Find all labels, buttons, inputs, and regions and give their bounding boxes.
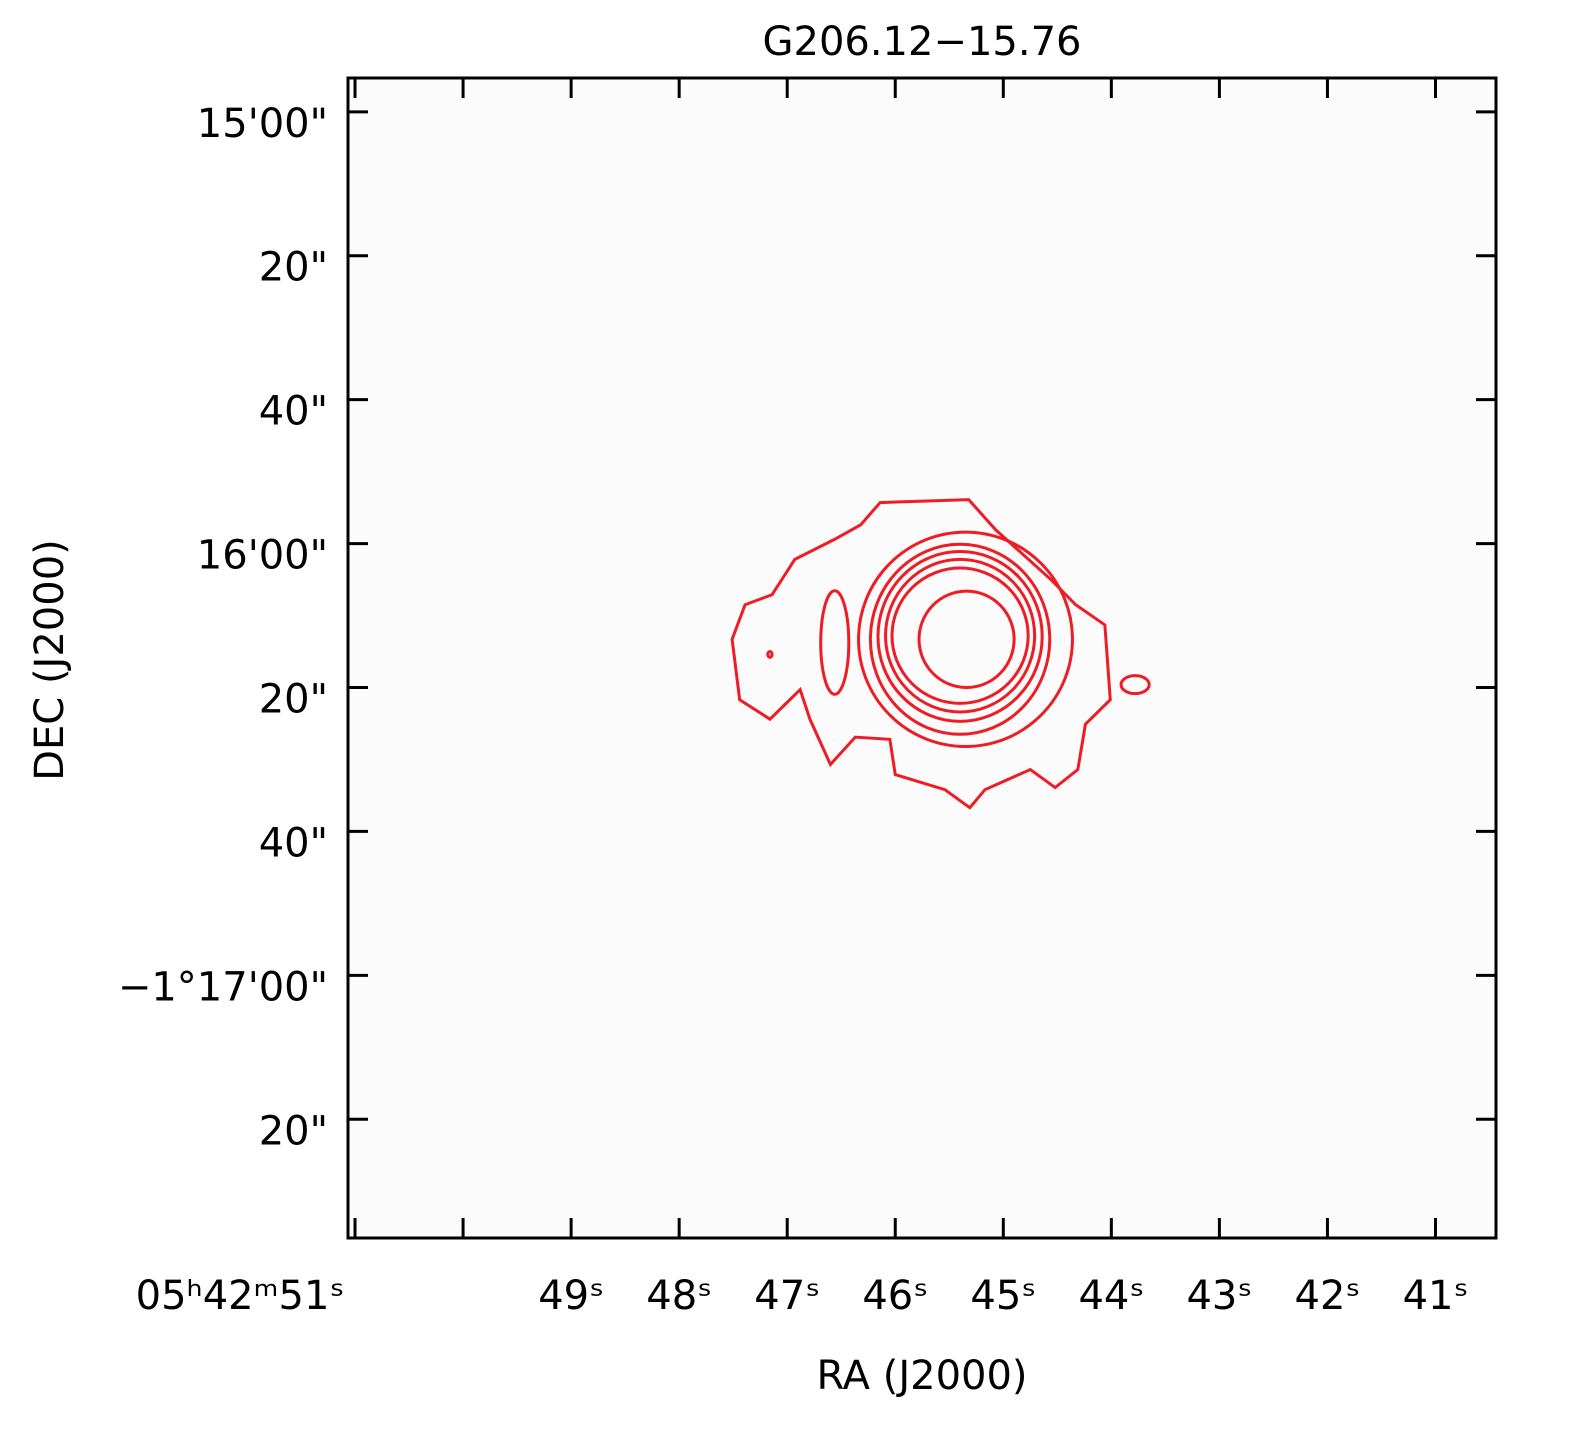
y-tick-label: 20" [259, 677, 328, 723]
plot-frame [346, 76, 1498, 1240]
y-tick-label: 15'00" [197, 101, 328, 147]
contour-line [730, 498, 1112, 810]
x-tick-label: 47ˢ [754, 1273, 820, 1319]
contour-ring [917, 589, 1016, 690]
x-tick-label: 44ˢ [1078, 1273, 1144, 1319]
y-tick-label: 40" [259, 389, 328, 435]
x-tick-label: 49ˢ [538, 1273, 604, 1319]
x-tick-label: 42ˢ [1295, 1273, 1361, 1319]
x-tick-label: 45ˢ [970, 1273, 1036, 1319]
contour-ring [868, 542, 1052, 736]
y-tick-label: 16'00" [197, 533, 328, 579]
x-tick-label: 46ˢ [862, 1273, 928, 1319]
contour-ring [890, 566, 1030, 705]
y-tick-label: −1°17'00" [118, 964, 328, 1010]
contour-ring [884, 557, 1037, 714]
contour-ring [1119, 674, 1151, 696]
y-tick-label: 40" [259, 820, 328, 866]
contour-ring [819, 589, 851, 696]
x-tick-label: 43ˢ [1186, 1273, 1252, 1319]
chart-title: G206.12−15.76 [763, 19, 1082, 65]
x-tick-label: 41ˢ [1403, 1273, 1469, 1319]
contour-ring [766, 650, 774, 659]
y-tick-label: 20" [259, 245, 328, 291]
contour-ring [876, 549, 1044, 723]
contour-ring [857, 530, 1074, 749]
x-tick-label: 48ˢ [646, 1273, 712, 1319]
y-tick-label: 20" [259, 1108, 328, 1154]
x-tick-label: 05ʰ42ᵐ51ˢ [136, 1273, 345, 1319]
y-axis-label: DEC (J2000) [27, 539, 73, 781]
x-axis-label: RA (J2000) [816, 1353, 1027, 1399]
